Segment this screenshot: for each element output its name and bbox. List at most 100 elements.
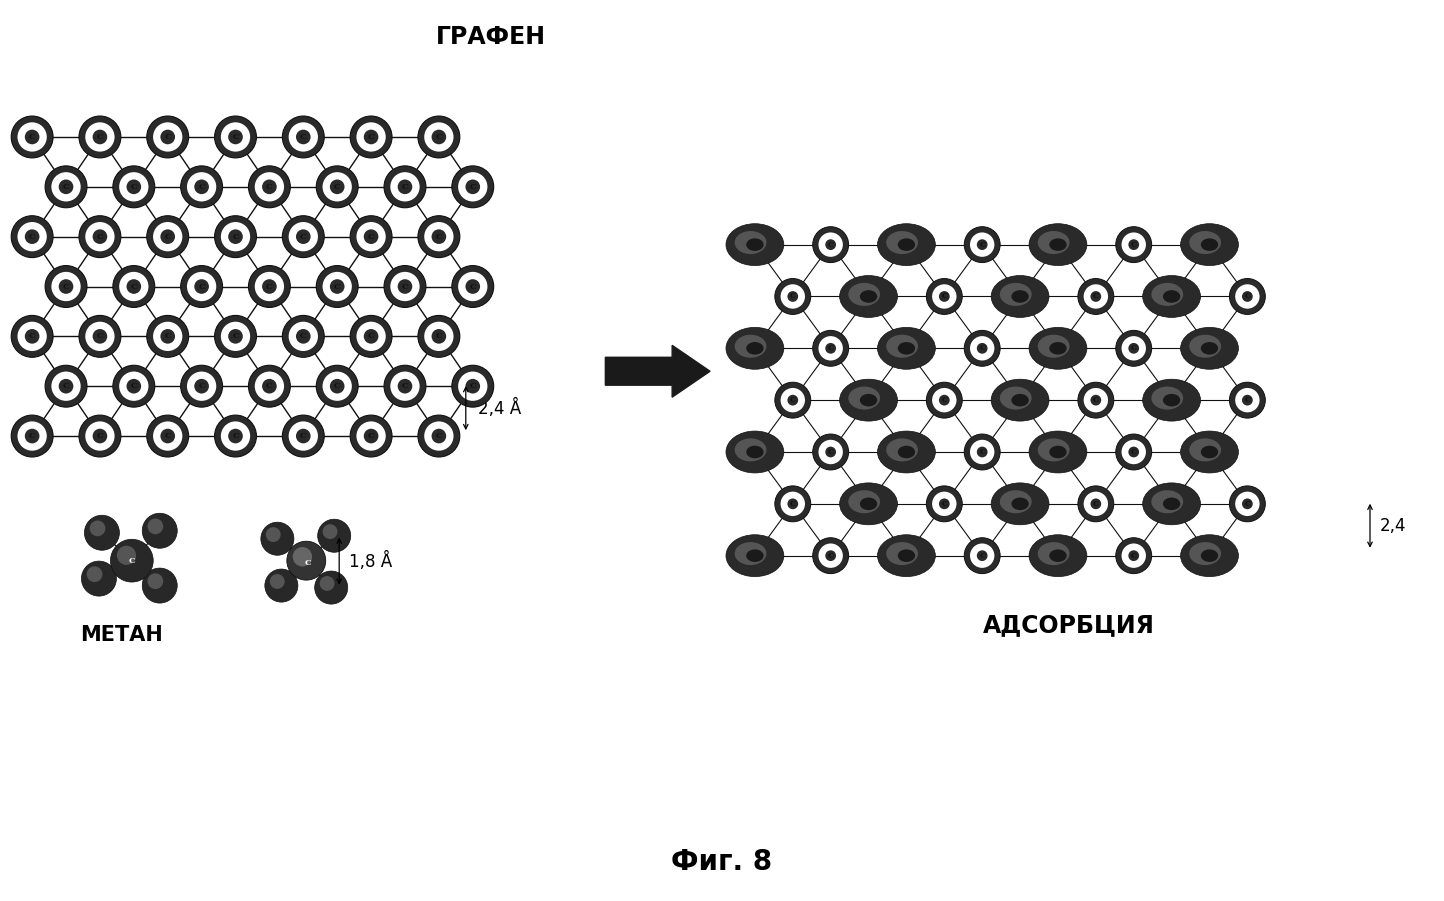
Ellipse shape — [1038, 334, 1070, 358]
Circle shape — [458, 272, 488, 301]
Text: C: C — [1131, 241, 1136, 249]
Circle shape — [221, 422, 250, 450]
Circle shape — [17, 322, 46, 351]
Ellipse shape — [848, 283, 879, 306]
Text: C: C — [436, 432, 442, 440]
Circle shape — [87, 567, 103, 582]
Ellipse shape — [839, 276, 898, 317]
Circle shape — [432, 329, 446, 343]
Circle shape — [432, 230, 446, 244]
Circle shape — [160, 329, 175, 343]
Text: C: C — [1245, 293, 1251, 300]
Ellipse shape — [878, 223, 936, 266]
Ellipse shape — [1201, 342, 1219, 355]
Ellipse shape — [1181, 431, 1239, 473]
Ellipse shape — [726, 534, 784, 577]
Circle shape — [81, 561, 117, 596]
Circle shape — [17, 422, 46, 450]
Ellipse shape — [898, 239, 915, 250]
Ellipse shape — [1151, 283, 1183, 306]
Circle shape — [417, 215, 459, 258]
Circle shape — [283, 116, 325, 158]
Circle shape — [939, 498, 950, 509]
Ellipse shape — [1038, 542, 1070, 565]
Ellipse shape — [747, 239, 764, 250]
Text: C: C — [401, 183, 409, 191]
Circle shape — [390, 272, 420, 301]
Circle shape — [221, 222, 250, 251]
Ellipse shape — [1190, 439, 1222, 461]
Ellipse shape — [1030, 327, 1087, 369]
Ellipse shape — [726, 327, 784, 369]
Circle shape — [397, 279, 413, 294]
Ellipse shape — [1050, 239, 1067, 250]
Ellipse shape — [999, 490, 1031, 514]
Text: C: C — [300, 432, 306, 440]
Circle shape — [147, 116, 189, 158]
Circle shape — [976, 343, 988, 354]
Ellipse shape — [1190, 334, 1222, 358]
Circle shape — [127, 279, 142, 294]
Ellipse shape — [859, 290, 877, 303]
Text: C: C — [334, 382, 341, 390]
Circle shape — [180, 266, 222, 307]
Circle shape — [322, 524, 338, 539]
Circle shape — [1235, 492, 1259, 516]
Circle shape — [113, 365, 155, 407]
Text: C: C — [401, 382, 409, 390]
Circle shape — [84, 515, 120, 551]
Text: АДСОРБЦИЯ: АДСОРБЦИЯ — [983, 614, 1155, 638]
Circle shape — [1116, 227, 1152, 262]
Circle shape — [283, 315, 325, 358]
Text: C: C — [300, 332, 306, 341]
Text: 2,4 Å: 2,4 Å — [478, 398, 521, 418]
Text: 2,4: 2,4 — [1380, 517, 1406, 535]
Circle shape — [976, 551, 988, 561]
Circle shape — [775, 486, 810, 522]
Circle shape — [316, 365, 358, 407]
Circle shape — [221, 123, 250, 151]
Circle shape — [813, 434, 849, 470]
Circle shape — [17, 222, 46, 251]
Circle shape — [939, 291, 950, 302]
Circle shape — [195, 179, 209, 194]
Circle shape — [933, 388, 956, 413]
Text: C: C — [941, 396, 947, 405]
Circle shape — [329, 379, 345, 394]
Circle shape — [117, 546, 136, 565]
Circle shape — [384, 266, 426, 307]
Circle shape — [1090, 291, 1102, 302]
Ellipse shape — [735, 334, 767, 358]
Circle shape — [52, 172, 81, 202]
Circle shape — [195, 279, 209, 294]
Circle shape — [160, 230, 175, 244]
Circle shape — [289, 322, 318, 351]
Circle shape — [79, 116, 121, 158]
Circle shape — [781, 285, 804, 309]
Circle shape — [228, 329, 243, 343]
Circle shape — [1083, 285, 1108, 309]
Ellipse shape — [887, 334, 918, 358]
Circle shape — [970, 543, 995, 568]
Circle shape — [92, 329, 107, 343]
Circle shape — [1090, 498, 1102, 509]
Circle shape — [813, 331, 849, 367]
Text: C: C — [129, 557, 136, 565]
Circle shape — [127, 379, 142, 394]
Circle shape — [113, 266, 155, 307]
Circle shape — [270, 574, 284, 589]
Circle shape — [153, 422, 182, 450]
Ellipse shape — [1162, 497, 1180, 510]
Circle shape — [349, 215, 391, 258]
Circle shape — [970, 336, 995, 360]
Ellipse shape — [1011, 497, 1028, 510]
Text: C: C — [1093, 500, 1099, 508]
Circle shape — [228, 429, 243, 443]
Circle shape — [113, 166, 155, 208]
Circle shape — [85, 322, 114, 351]
Text: C: C — [469, 183, 477, 191]
Circle shape — [261, 523, 295, 555]
Circle shape — [143, 569, 178, 603]
Circle shape — [147, 573, 163, 589]
Circle shape — [1077, 382, 1113, 418]
